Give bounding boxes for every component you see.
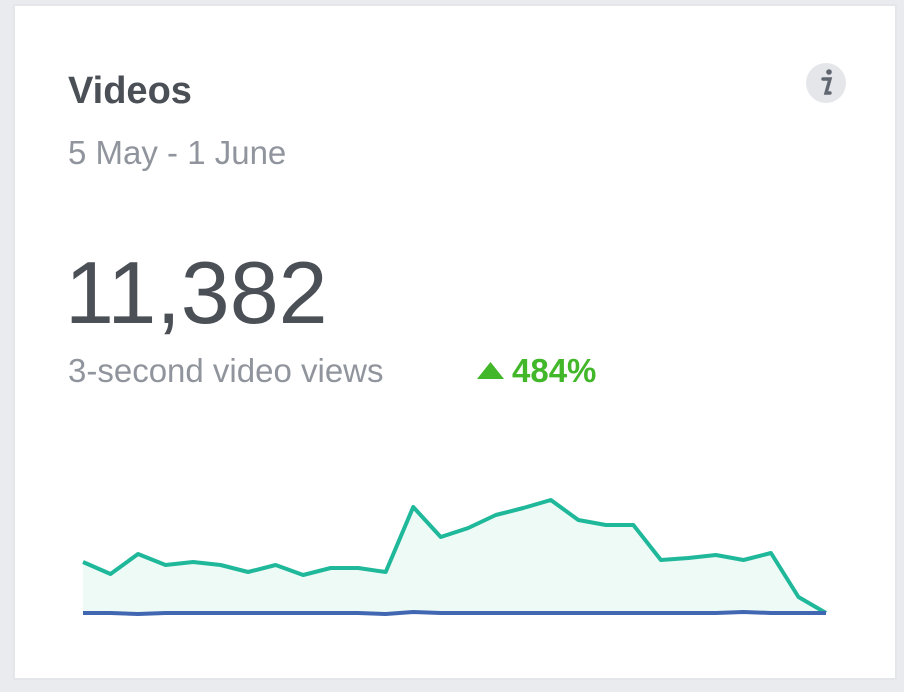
line [82,498,828,615]
total-value: 11,382 [65,243,328,342]
info-dot[interactable] [826,69,832,75]
info-circle[interactable] [806,63,846,103]
info-stem[interactable] [821,77,833,95]
change-value: 484% [512,352,597,389]
area-fill [83,500,826,614]
info-icon[interactable] [806,63,846,103]
videos-card: Videos 5 May - 1 June 11,382 3-second vi… [13,4,897,680]
date-range: 5 May - 1 June [68,134,287,171]
card-title: Videos [68,70,192,112]
card-graphics [82,63,846,616]
metric-label: 3-second video views [68,352,384,389]
up-arrow [477,362,504,379]
line [83,610,826,616]
